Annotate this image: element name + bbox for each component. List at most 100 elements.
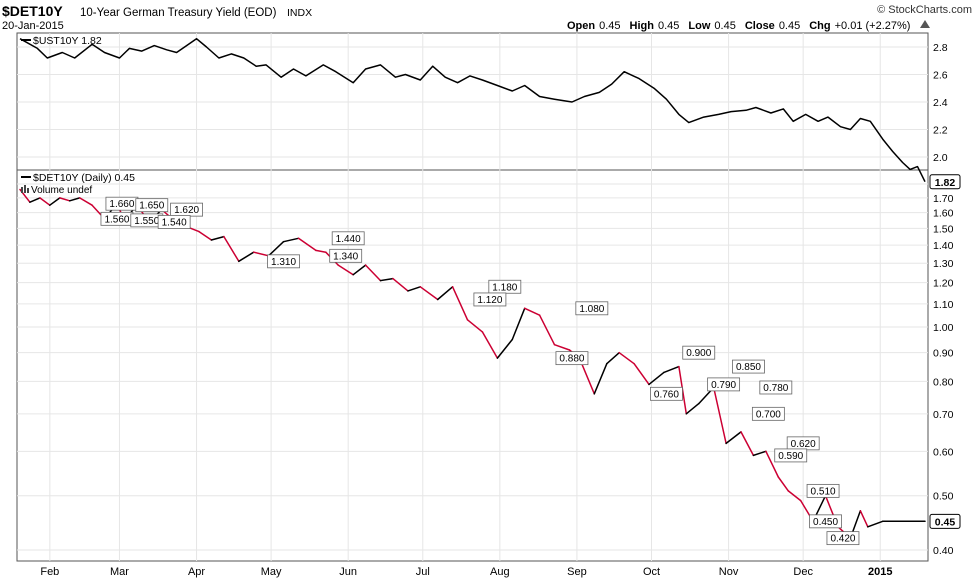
main-y-tick-label: 1.30: [933, 258, 954, 270]
value-callout-box: [329, 248, 363, 263]
det10y-series-segment: [59, 197, 71, 202]
triangle-up-icon: [920, 20, 930, 28]
det10y-series-segment: [633, 362, 650, 386]
ohlc-label: Close: [745, 20, 775, 32]
x-tick-label: Nov: [719, 566, 739, 578]
value-callout-box: [806, 483, 840, 498]
ohlc-value: 0.45: [779, 20, 800, 32]
det10y-series-segment: [765, 450, 780, 478]
det10y-series-segment: [867, 520, 884, 528]
top-y-tick-label: 2.0: [933, 152, 948, 164]
det10y-series-segment: [238, 251, 255, 263]
value-callout-label: 0.620: [791, 439, 816, 450]
chart-symbol: $DET10Y: [2, 3, 63, 19]
value-callout-box: [759, 380, 793, 395]
value-callout: 0.780: [759, 380, 793, 395]
value-callout: 1.120: [473, 292, 507, 307]
ohlc-value: 0.45: [599, 20, 620, 32]
ohlc-label: Open: [567, 20, 595, 32]
value-callout-box: [650, 386, 683, 401]
x-tick-label: Aug: [490, 566, 510, 578]
ust10y-legend: $UST10Y 1.82: [33, 35, 102, 47]
value-callout: 0.590: [774, 448, 808, 463]
value-callout-label: 0.780: [763, 383, 788, 394]
ohlc-label: Chg: [809, 20, 830, 32]
det10y-series-segment: [752, 450, 767, 457]
det10y-series-segment: [39, 197, 51, 206]
value-callout-box: [826, 531, 860, 546]
chart-date: 20-Jan-2015: [2, 20, 64, 32]
value-callout-label: 1.120: [477, 295, 502, 306]
det10y-series-segment: [223, 235, 240, 263]
top-y-tick-label: 2.8: [933, 42, 948, 54]
value-callout-label: 0.700: [756, 409, 781, 420]
det10y-series-segment: [648, 371, 665, 386]
det10y-series-segment: [553, 343, 571, 351]
value-callout-box: [267, 254, 300, 269]
main-y-tick-label: 0.50: [933, 491, 954, 503]
annotation-layer: 1.660 1.650 1.620 1.560 1.550 1.540 1.440 1.310…: [100, 196, 860, 546]
value-callout-box: [682, 345, 716, 360]
value-callout-label: 0.900: [686, 348, 711, 359]
det10y-series-segment: [29, 197, 41, 203]
value-callout-label: 0.510: [811, 486, 836, 497]
det10y-series-segment: [419, 286, 439, 301]
value-callout: 0.450: [809, 514, 842, 529]
det10y-series-segment: [859, 510, 869, 528]
value-callout: 0.900: [682, 345, 716, 360]
chart-title: 10-Year German Treasury Yield (EOD): [80, 7, 277, 19]
det10y-series-segment: [618, 351, 635, 365]
value-callout: 0.880: [555, 351, 589, 366]
det10y-series-segment: [451, 286, 469, 321]
value-callout: 1.340: [329, 248, 363, 263]
det10y-series-segment: [68, 197, 81, 202]
value-callout-box: [774, 448, 808, 463]
value-callout-box: [331, 231, 365, 246]
ust10y-series-line: [19, 37, 926, 183]
main-y-tick-label: 1.40: [933, 240, 954, 252]
value-callout: 0.700: [751, 406, 785, 421]
ust10y-panel: 1.82: [19, 37, 961, 190]
value-callout-label: 0.590: [778, 451, 803, 462]
value-callout-label: 1.650: [139, 201, 164, 212]
value-callout-label: 1.620: [174, 205, 199, 216]
value-callout-box: [732, 359, 765, 374]
value-callout: 1.310: [267, 254, 300, 269]
x-tick-label: Jun: [339, 566, 357, 578]
value-callout: 1.660: [105, 196, 139, 211]
det10y-series-segment: [740, 431, 755, 457]
value-callout: 0.760: [650, 386, 683, 401]
det10y-series-segment: [252, 251, 270, 257]
det10y-series-segment: [663, 365, 680, 374]
det10y-series-segment: [49, 197, 61, 206]
det10y-series-segment: [364, 264, 382, 282]
value-callout-label: 1.550: [134, 216, 159, 227]
volume-label: Volume undef: [31, 185, 92, 196]
value-callout-label: 1.180: [492, 282, 517, 293]
top-y-tick-label: 2.4: [933, 97, 948, 109]
volume-icon: [21, 185, 29, 193]
main-y-tick-label: 0.80: [933, 376, 954, 388]
main-panel-frame: [16, 169, 929, 562]
main-y-tick-label: 1.50: [933, 223, 954, 235]
value-callout-label: 0.850: [736, 362, 761, 373]
value-callout-box: [157, 215, 191, 229]
ohlc-label: Low: [688, 20, 710, 32]
ohlc-label: High: [630, 20, 655, 32]
value-callout-label: 1.340: [333, 251, 358, 262]
value-callout: 0.420: [826, 531, 860, 546]
value-callout: 1.650: [135, 198, 169, 213]
x-tick-label: Mar: [110, 566, 129, 578]
det10y-series-segment: [392, 277, 409, 292]
det10y-series-segment: [511, 307, 526, 341]
value-callout: 0.850: [732, 359, 765, 374]
value-callout-box: [707, 377, 741, 392]
value-callout: 0.620: [786, 436, 820, 451]
value-callout-label: 1.080: [579, 304, 604, 315]
det10y-series-segment: [297, 237, 317, 252]
det10y-last-value: 0.45: [935, 516, 956, 528]
value-callout-label: 0.880: [559, 354, 584, 365]
value-callout-label: 1.660: [109, 199, 134, 210]
value-callout: 1.180: [488, 279, 522, 294]
value-callout-box: [555, 351, 589, 366]
